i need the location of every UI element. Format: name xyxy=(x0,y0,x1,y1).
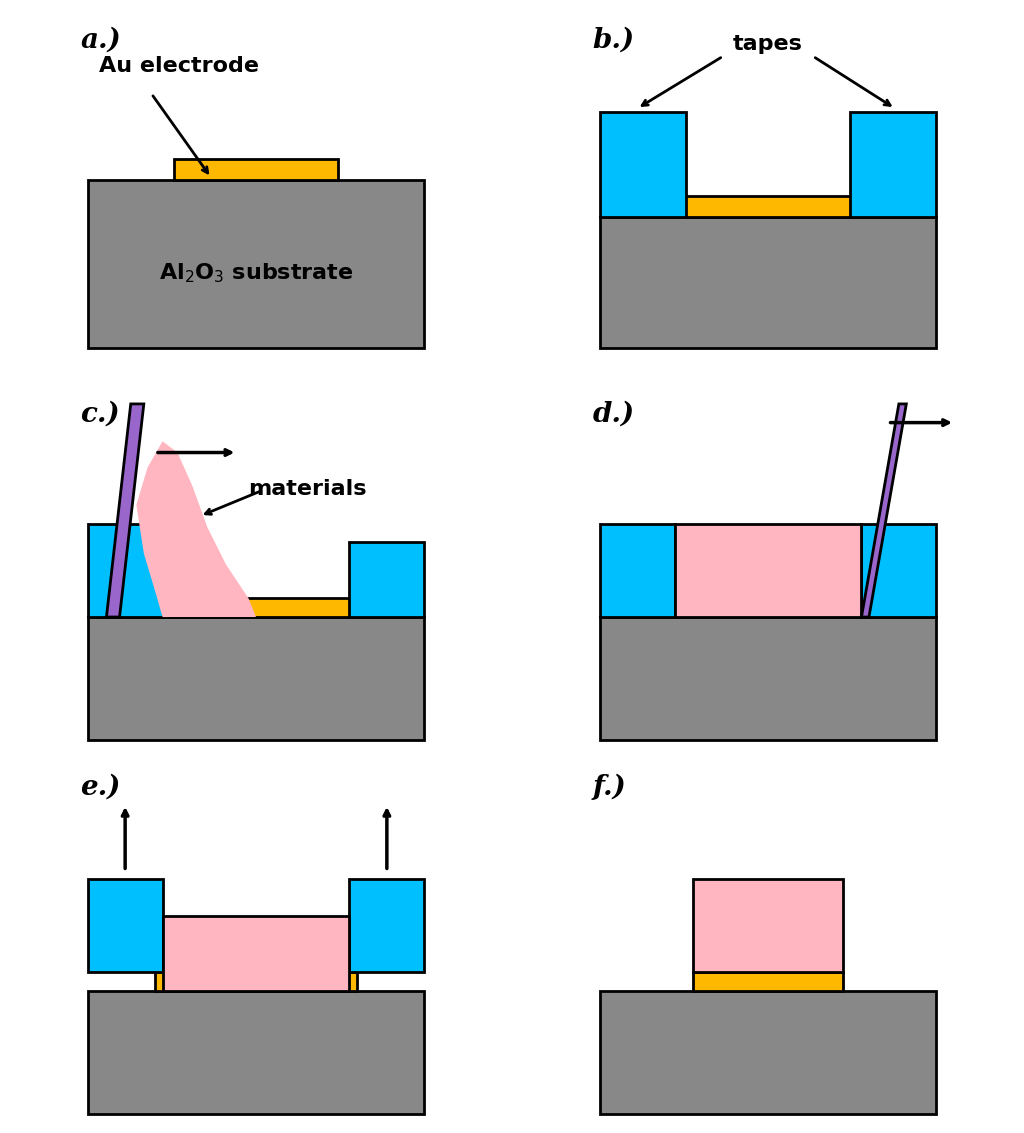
Text: b.): b.) xyxy=(592,26,635,53)
Bar xyxy=(600,991,936,1115)
Bar xyxy=(693,972,843,991)
Polygon shape xyxy=(136,441,256,617)
Text: Au electrode: Au electrode xyxy=(99,57,259,76)
Bar xyxy=(349,879,424,972)
Bar xyxy=(600,617,936,741)
Text: f.): f.) xyxy=(592,774,626,801)
Text: materials: materials xyxy=(249,478,367,499)
Bar xyxy=(88,991,424,1115)
Bar xyxy=(349,543,424,617)
Bar xyxy=(174,159,338,179)
Bar xyxy=(88,617,424,741)
Bar xyxy=(850,112,936,216)
Bar xyxy=(861,523,936,617)
Bar xyxy=(667,598,869,617)
Text: tapes: tapes xyxy=(733,34,803,53)
Text: Al$_2$O$_3$ substrate: Al$_2$O$_3$ substrate xyxy=(159,262,353,284)
Bar xyxy=(667,196,869,216)
Bar xyxy=(163,917,349,991)
Bar xyxy=(600,216,936,348)
Polygon shape xyxy=(106,403,143,617)
Bar xyxy=(88,523,163,617)
Bar xyxy=(693,879,843,972)
Bar xyxy=(88,179,424,348)
Bar xyxy=(155,598,357,617)
Bar xyxy=(600,112,686,216)
Bar xyxy=(155,972,357,991)
Bar xyxy=(600,523,675,617)
Polygon shape xyxy=(861,403,906,617)
Text: e.): e.) xyxy=(80,774,121,801)
Text: c.): c.) xyxy=(80,400,120,427)
Text: a.): a.) xyxy=(80,26,121,53)
Bar xyxy=(88,879,163,972)
Text: d.): d.) xyxy=(592,400,635,427)
Bar xyxy=(675,523,861,617)
